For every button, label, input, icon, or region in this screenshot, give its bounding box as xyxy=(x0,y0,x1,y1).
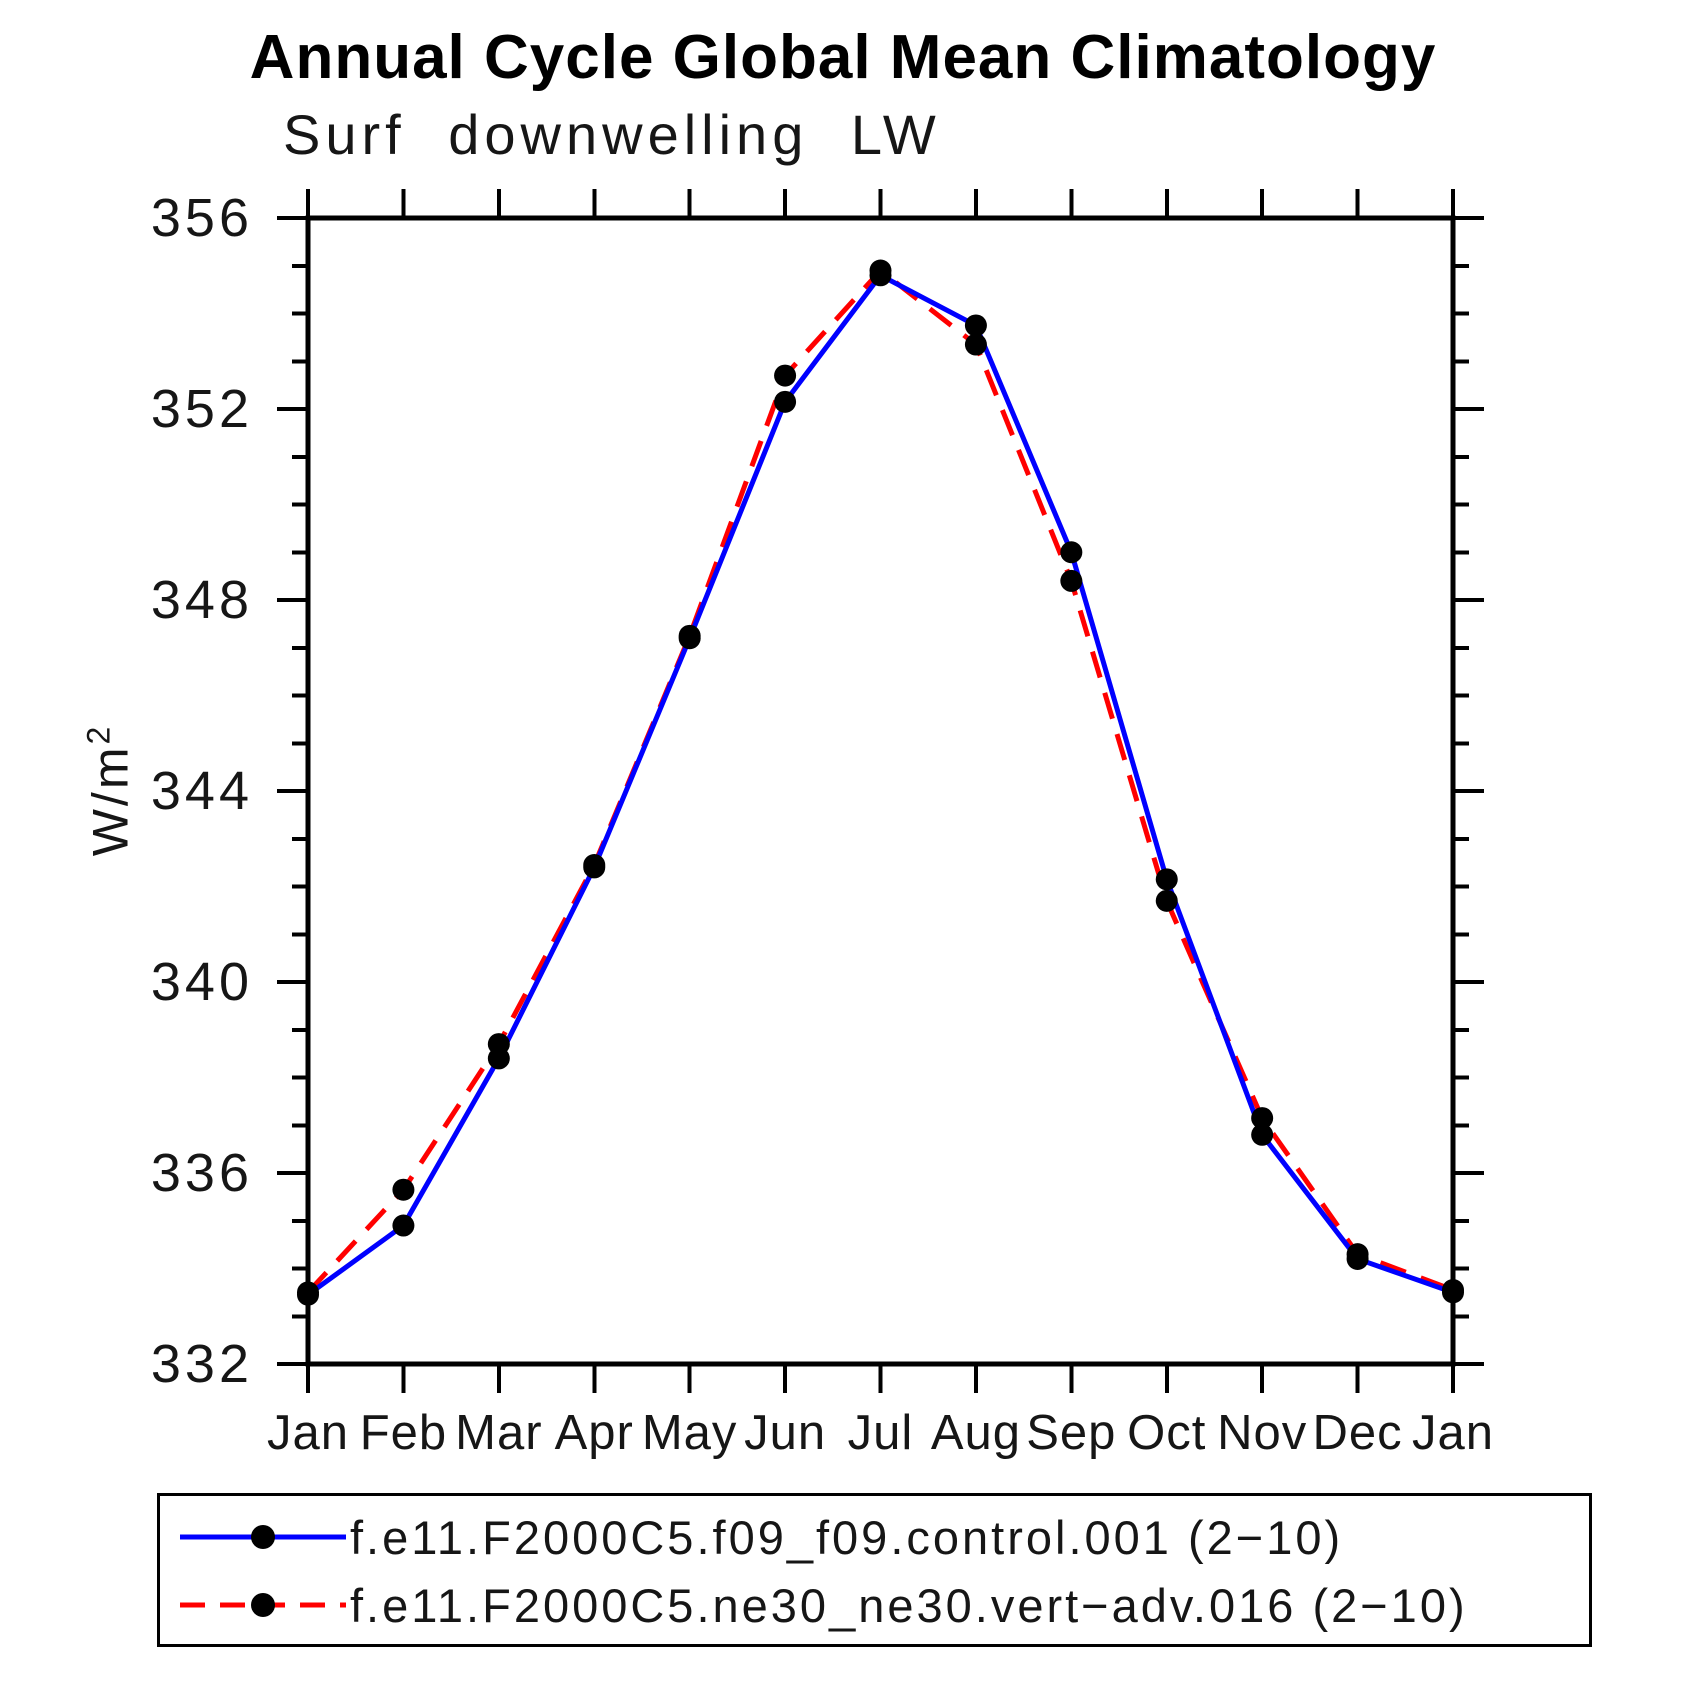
x-tick-label: Jun xyxy=(744,1406,827,1460)
data-point-marker xyxy=(1346,1243,1369,1266)
data-point-marker xyxy=(869,259,892,282)
x-tick-label: Mar xyxy=(455,1406,543,1460)
data-point-marker xyxy=(678,624,701,647)
x-tick-label: Jan xyxy=(266,1406,349,1460)
data-point-marker xyxy=(774,390,797,413)
series-line-vert-adv xyxy=(306,268,1454,1295)
axis-box xyxy=(305,215,1456,1367)
y-tick-label: 344 xyxy=(150,761,253,821)
legend-marker-dot-icon xyxy=(251,1593,275,1617)
legend: f.e11.F2000C5.f09_f09.control.001 (2−10)… xyxy=(157,1493,1592,1647)
legend-line-sample-solid xyxy=(180,1525,346,1549)
legend-label-vert-adv: f.e11.F2000C5.ne30_ne30.vert−adv.016 (2−… xyxy=(350,1578,1468,1632)
data-point-marker xyxy=(1060,569,1083,592)
x-tick-label: Feb xyxy=(359,1406,448,1460)
legend-line-sample-dashed xyxy=(180,1593,346,1617)
data-point-marker xyxy=(392,1214,415,1237)
x-tick-label: Nov xyxy=(1217,1406,1308,1460)
x-tick-label: Dec xyxy=(1312,1406,1403,1460)
x-tick-label: May xyxy=(641,1406,738,1460)
data-point-marker xyxy=(392,1178,415,1201)
x-tick-label: Apr xyxy=(554,1406,634,1460)
y-tick-label: 336 xyxy=(150,1143,253,1203)
legend-label-control: f.e11.F2000C5.f09_f09.control.001 (2−10) xyxy=(350,1510,1344,1564)
page-title: Annual Cycle Global Mean Climatology xyxy=(249,23,1437,92)
x-tick-label: Oct xyxy=(1127,1406,1207,1460)
x-tick-label: Aug xyxy=(930,1406,1021,1460)
chart-subtitle: Surf downwelling LW xyxy=(283,103,941,166)
data-point-marker xyxy=(1442,1278,1464,1301)
legend-marker-dot-icon xyxy=(251,1525,275,1549)
y-tick-label: 332 xyxy=(150,1334,253,1394)
data-point-marker xyxy=(583,854,606,877)
data-point-marker xyxy=(1060,541,1083,564)
data-point-marker xyxy=(1251,1107,1274,1130)
data-point-marker xyxy=(1251,1123,1274,1146)
data-point-marker xyxy=(964,314,987,337)
x-tick-label: Sep xyxy=(1026,1406,1117,1460)
data-point-marker xyxy=(964,333,987,356)
data-point-marker xyxy=(487,1033,510,1056)
y-tick-label: 352 xyxy=(150,379,253,439)
axes xyxy=(277,189,1484,1393)
y-tick-label: 356 xyxy=(150,188,253,248)
y-tick-label: 348 xyxy=(150,570,253,630)
x-tick-label: Jul xyxy=(847,1406,914,1460)
data-point-marker xyxy=(297,1281,319,1304)
y-tick-label: 340 xyxy=(150,952,253,1012)
data-point-marker xyxy=(1155,868,1178,891)
data-point-marker xyxy=(1155,889,1178,912)
data-point-marker xyxy=(774,364,797,387)
legend-row-control: f.e11.F2000C5.f09_f09.control.001 (2−10) xyxy=(178,1506,1343,1568)
x-tick-label: Jan xyxy=(1411,1406,1494,1460)
legend-row-vert-adv: f.e11.F2000C5.ne30_ne30.vert−adv.016 (2−… xyxy=(178,1574,1468,1636)
